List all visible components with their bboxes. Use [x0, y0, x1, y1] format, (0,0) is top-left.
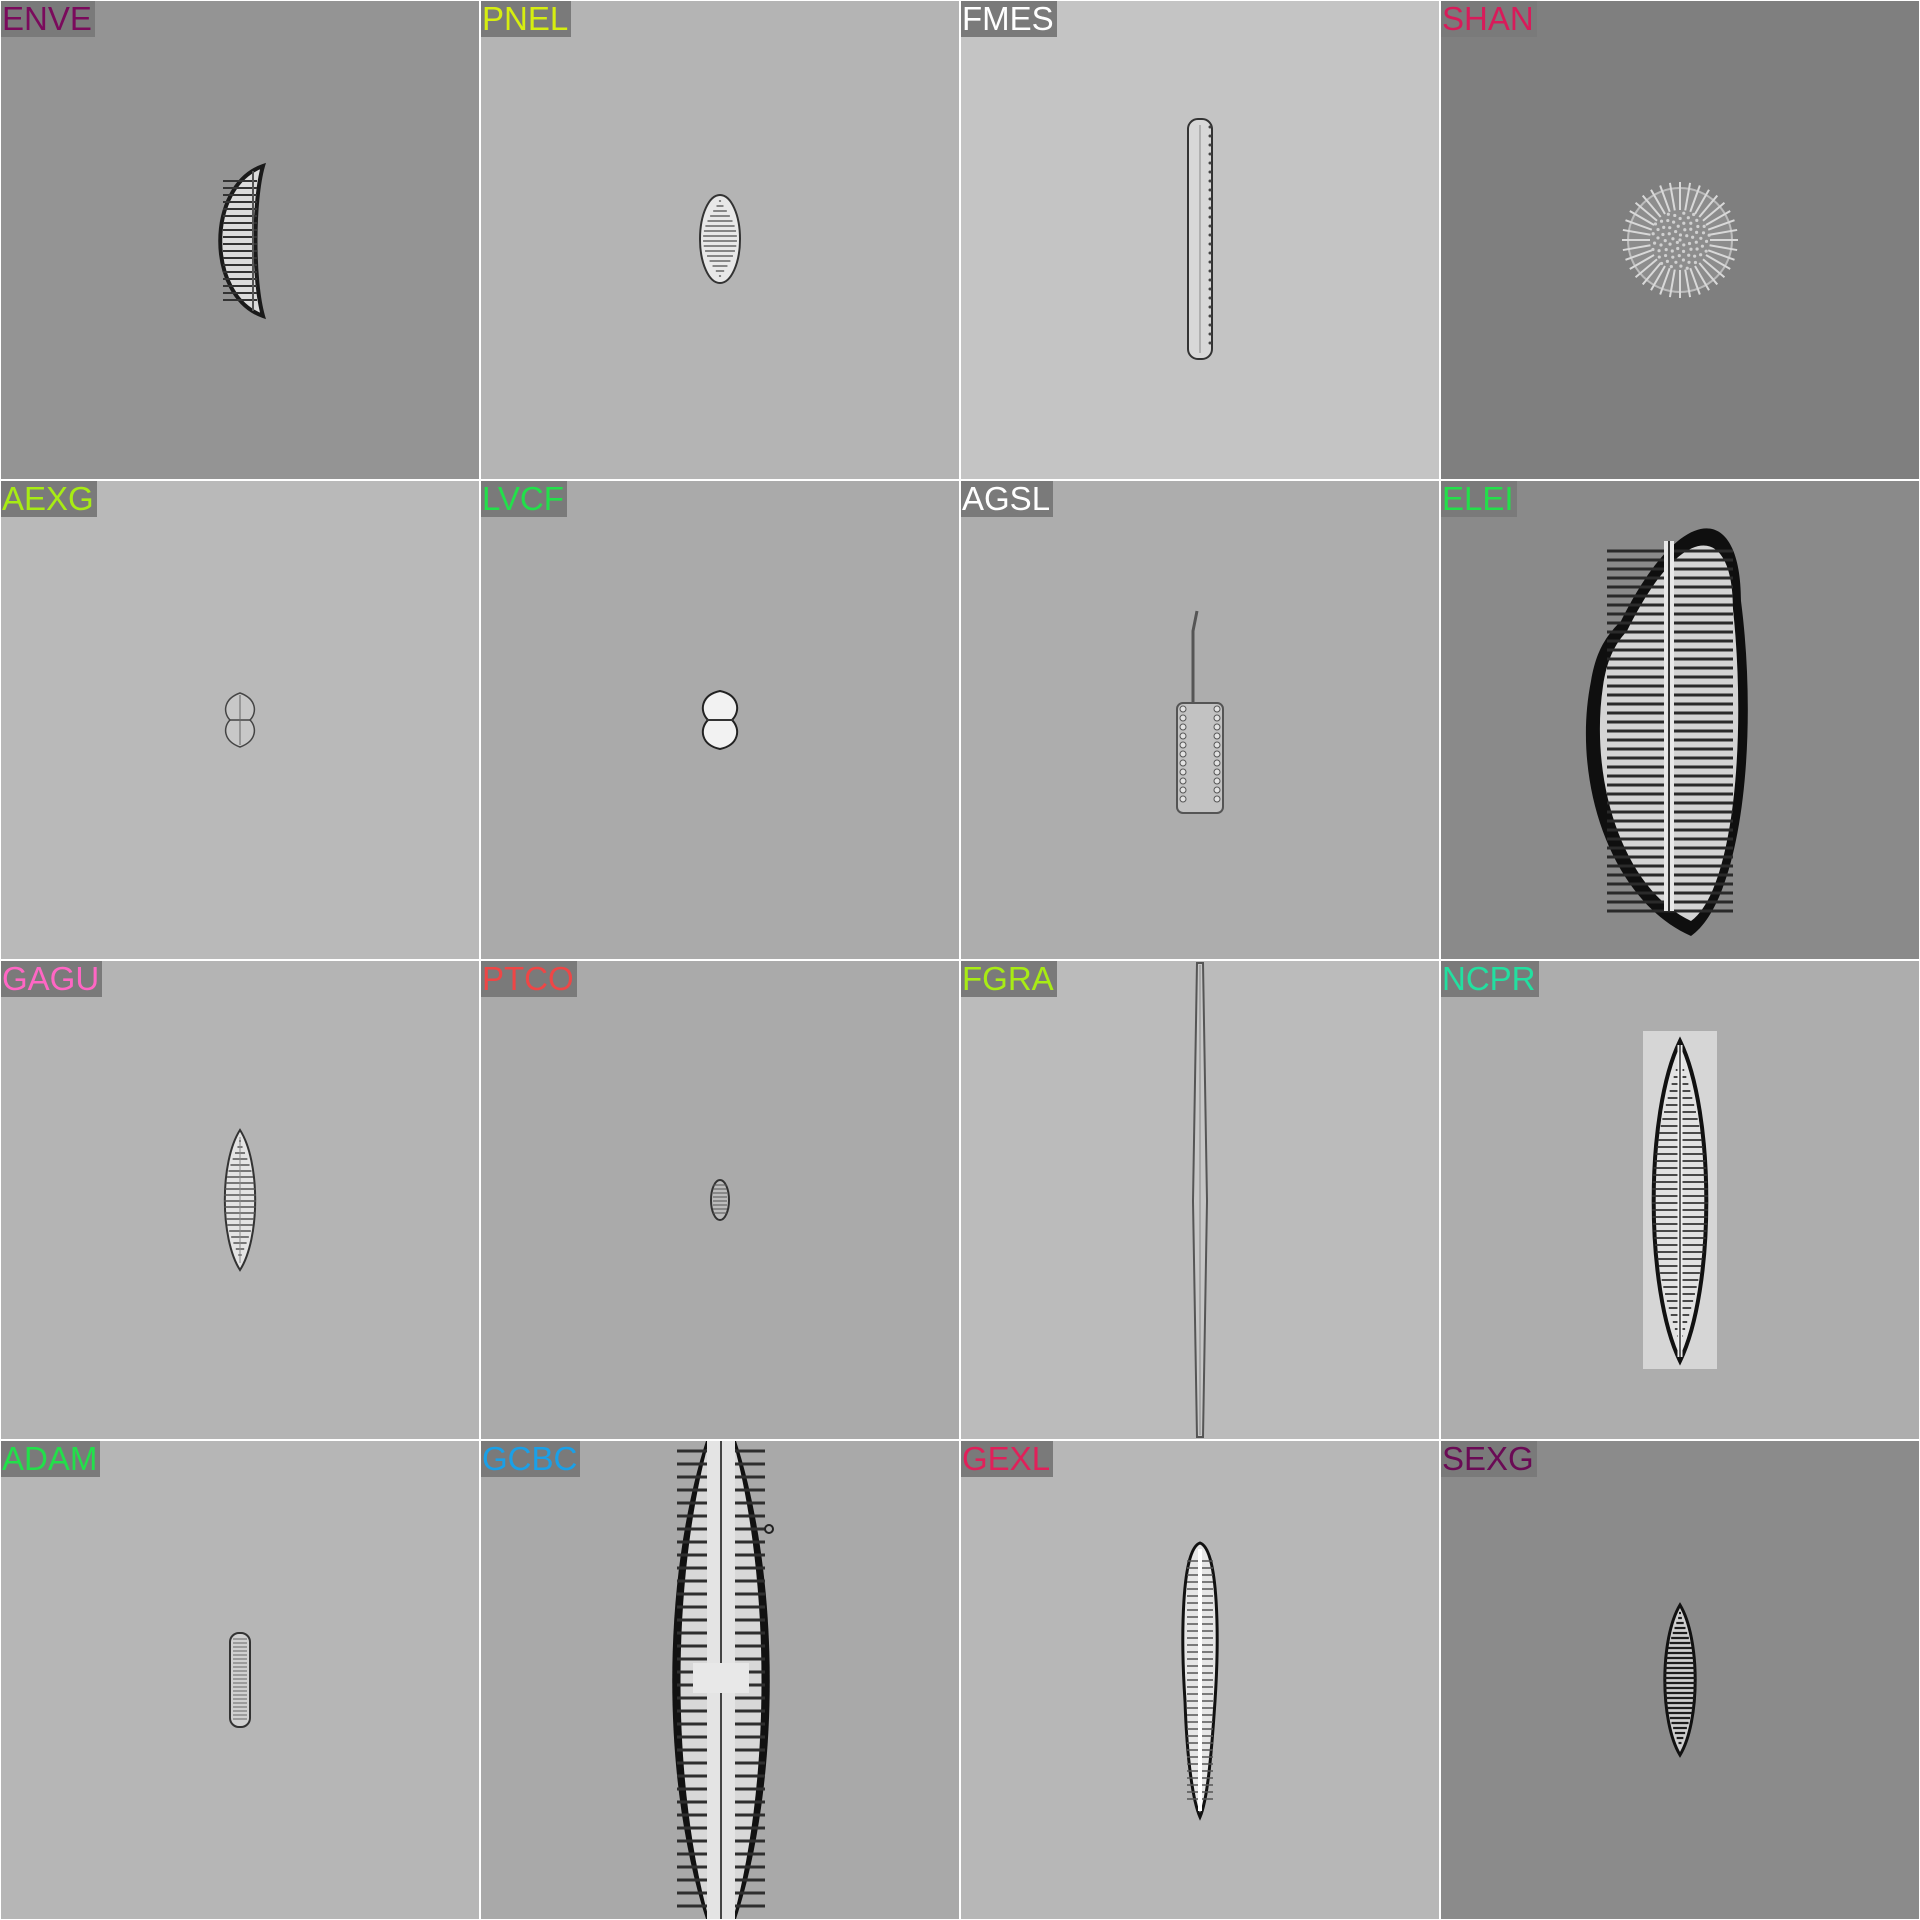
species-code-label: LVCF — [481, 481, 567, 517]
specimen-long-rod — [1187, 118, 1213, 360]
specimen-image — [1622, 182, 1738, 298]
tile-pnel: PNEL — [481, 1, 959, 479]
species-code-label: PNEL — [481, 1, 572, 37]
tile-shan: SHAN — [1441, 1, 1919, 479]
specimen-image — [218, 162, 266, 320]
specimen-dark-lanceolate — [1663, 1602, 1697, 1758]
specimen-girdle-rect — [1176, 610, 1224, 814]
tile-gexl: GEXL — [961, 1441, 1439, 1919]
tile-aexg: AEXG — [1, 481, 479, 959]
specimen-image — [710, 1179, 730, 1221]
species-code-label: GAGU — [1, 961, 103, 997]
tile-gcbc: GCBC — [481, 1441, 959, 1919]
specimen-small-rod — [229, 1632, 251, 1728]
specimen-image — [1181, 1541, 1219, 1821]
tile-sexg: SEXG — [1441, 1441, 1919, 1919]
tile-agsl: AGSL — [961, 481, 1439, 959]
specimen-image — [1585, 528, 1748, 936]
species-code-label: AGSL — [961, 481, 1054, 517]
specimen-image — [224, 692, 256, 748]
specimen-image — [1191, 962, 1209, 1438]
specimen-image — [1176, 610, 1224, 814]
specimen-disc — [1622, 182, 1738, 298]
specimen-needle — [1191, 962, 1209, 1438]
species-code-label: NCPR — [1441, 961, 1539, 997]
tile-ptco: PTCO — [481, 961, 959, 1439]
species-code-label: ENVE — [1, 1, 95, 37]
tile-fmes: FMES — [961, 1, 1439, 479]
specimen-tiny-cross — [224, 692, 256, 748]
tile-ncpr: NCPR — [1441, 961, 1919, 1439]
tile-enve: ENVE — [1, 1, 479, 479]
specimen-crescent — [218, 162, 266, 320]
specimen-image — [1663, 1602, 1697, 1758]
species-code-label: FMES — [961, 1, 1057, 37]
species-code-label: ELEI — [1441, 481, 1517, 517]
species-code-label: GCBC — [481, 1441, 581, 1477]
tile-fgra: FGRA — [961, 961, 1439, 1439]
species-code-label: GEXL — [961, 1441, 1054, 1477]
tile-lvcf: LVCF — [481, 481, 959, 959]
specimen-image — [701, 689, 739, 751]
specimen-small-cross — [701, 689, 739, 751]
species-code-label: SEXG — [1441, 1441, 1537, 1477]
specimen-tiny-oval — [710, 1179, 730, 1221]
species-code-label: FGRA — [961, 961, 1057, 997]
tile-adam: ADAM — [1, 1441, 479, 1919]
species-code-label: SHAN — [1441, 1, 1537, 37]
specimen-navicula — [1643, 1031, 1717, 1369]
specimen-gomphonema — [1181, 1541, 1219, 1821]
specimen-lanceolate — [223, 1128, 257, 1272]
specimen-small-oval — [699, 194, 741, 284]
specimen-large-cymbelloid — [1585, 528, 1748, 936]
specimen-image — [672, 1441, 774, 1919]
specimen-image — [1643, 1031, 1717, 1369]
species-code-label: PTCO — [481, 961, 577, 997]
species-code-label: AEXG — [1, 481, 97, 517]
specimen-large-fusiform — [672, 1441, 774, 1919]
tile-gagu: GAGU — [1, 961, 479, 1439]
specimen-image — [1187, 118, 1213, 360]
specimen-image — [223, 1128, 257, 1272]
specimen-image — [699, 194, 741, 284]
species-code-label: ADAM — [1, 1441, 101, 1477]
tile-elei: ELEI — [1441, 481, 1919, 959]
specimen-image — [229, 1632, 251, 1728]
